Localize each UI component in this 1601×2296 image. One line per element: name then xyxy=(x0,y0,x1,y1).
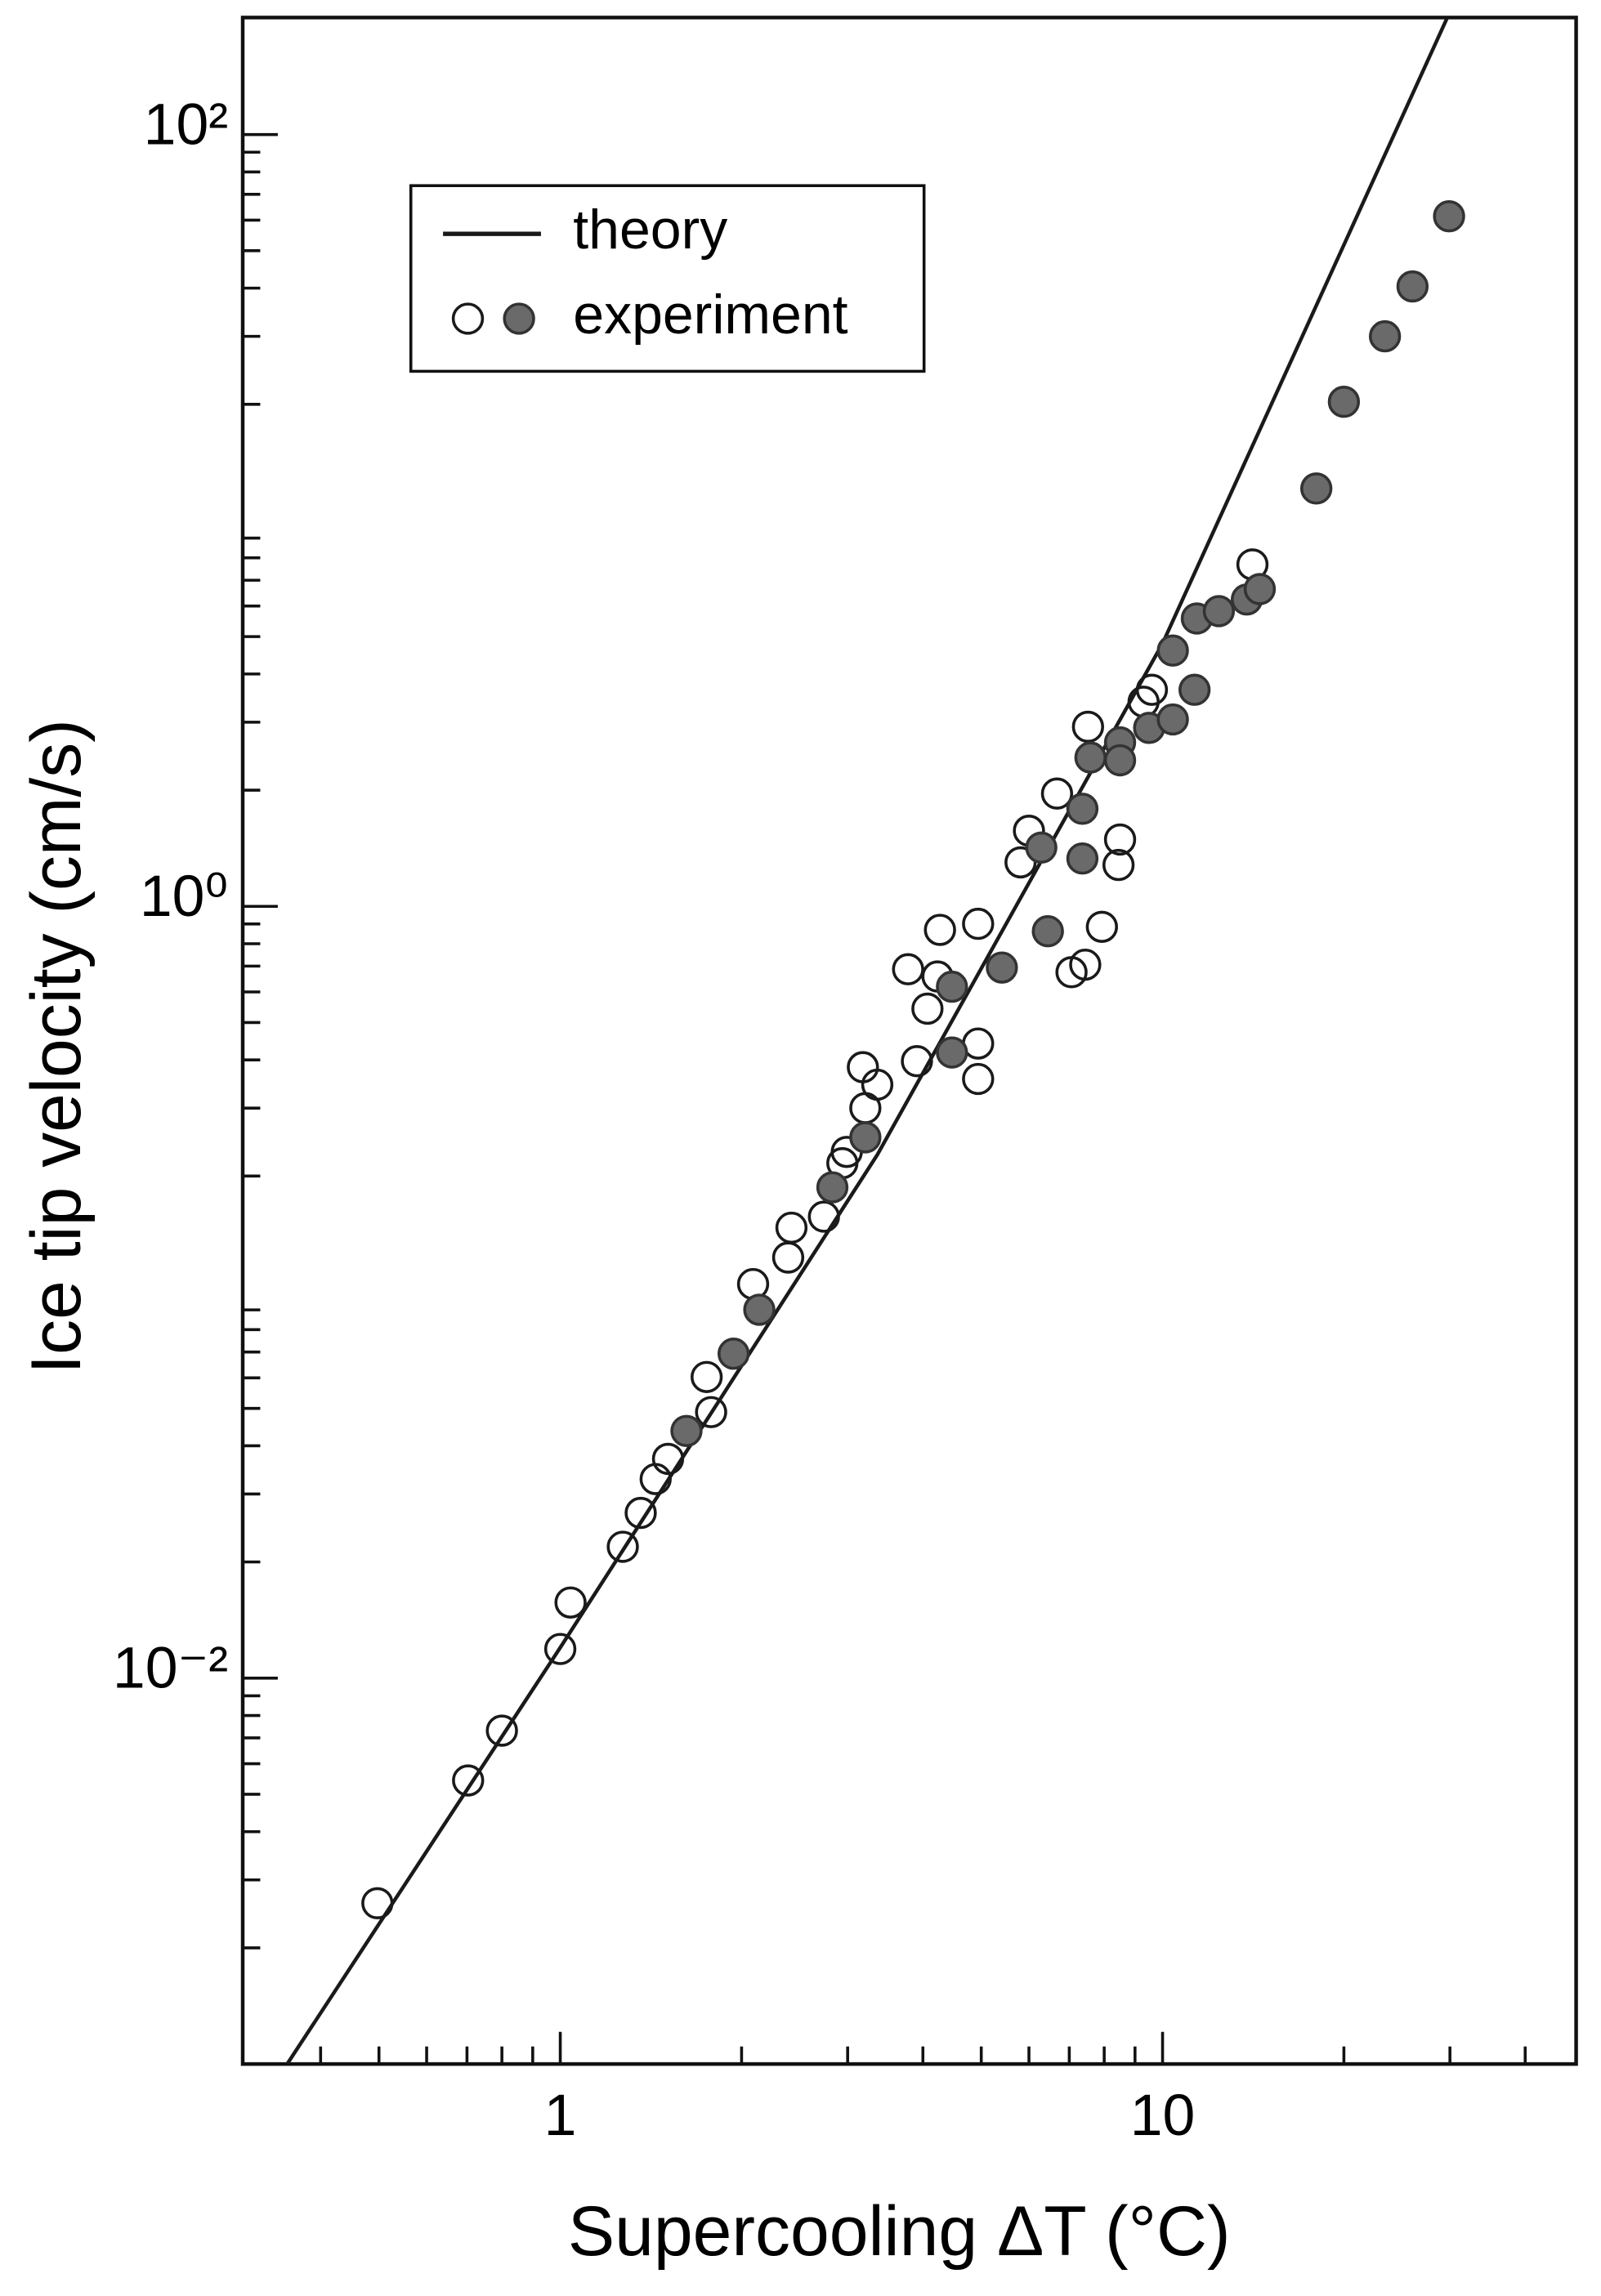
y-tick-label: 10⁻² xyxy=(113,1636,228,1701)
open-point xyxy=(485,1714,518,1747)
open-point xyxy=(651,1442,685,1476)
open-point xyxy=(923,913,956,946)
legend: theory experiment xyxy=(409,184,926,373)
plot-frame xyxy=(240,16,1578,2066)
open-point xyxy=(695,1396,727,1428)
filled-point xyxy=(1202,595,1236,628)
open-point xyxy=(543,1633,577,1665)
filled-point xyxy=(1074,741,1107,774)
legend-marker xyxy=(503,302,535,335)
open-point xyxy=(361,1887,394,1919)
filled-point xyxy=(1368,319,1402,353)
filled-point xyxy=(936,970,968,1003)
filled-point xyxy=(936,1036,968,1069)
open-point xyxy=(452,1764,485,1797)
legend-label: experiment xyxy=(573,284,847,346)
open-point xyxy=(690,1360,723,1393)
open-point xyxy=(911,992,944,1025)
open-point xyxy=(962,907,995,940)
x-axis-label: Supercooling ΔT (°C) xyxy=(568,2192,1231,2271)
open-point xyxy=(1071,710,1104,744)
x-tick-label: 1 xyxy=(544,2083,577,2148)
open-point xyxy=(606,1530,639,1563)
y-tick-label: 10⁰ xyxy=(140,864,228,929)
filled-point xyxy=(1025,831,1058,864)
filled-point xyxy=(986,951,1018,984)
filled-point xyxy=(1178,673,1211,706)
open-point xyxy=(901,1045,933,1078)
open-point xyxy=(807,1200,840,1233)
open-point xyxy=(554,1586,587,1619)
filled-point xyxy=(1103,744,1137,777)
theory-line xyxy=(285,17,1449,2065)
legend-frame xyxy=(409,184,926,373)
filled-point xyxy=(1066,793,1099,825)
open-point xyxy=(847,1051,879,1083)
legend-label: theory xyxy=(573,199,727,261)
open-point xyxy=(1085,910,1118,943)
open-point xyxy=(861,1068,894,1101)
filled-point xyxy=(816,1171,849,1204)
open-point xyxy=(771,1241,805,1274)
filled-point xyxy=(1299,472,1333,505)
x-tick-label: 10 xyxy=(1130,2083,1196,2148)
filled-point xyxy=(1243,573,1277,605)
filled-point xyxy=(1156,634,1189,667)
open-point xyxy=(624,1496,657,1530)
legend-marker xyxy=(451,302,485,335)
filled-point xyxy=(670,1414,703,1447)
filled-point xyxy=(1156,703,1189,736)
filled-point xyxy=(743,1293,776,1326)
open-point xyxy=(892,953,924,985)
filled-point xyxy=(1066,842,1099,875)
open-point xyxy=(1040,777,1074,810)
filled-point xyxy=(849,1121,882,1154)
filled-point xyxy=(717,1338,750,1370)
open-point xyxy=(1102,848,1135,882)
filled-point xyxy=(1031,915,1064,948)
open-point xyxy=(1135,673,1169,706)
open-point xyxy=(1103,823,1137,856)
filled-point xyxy=(1433,200,1465,233)
y-axis-label: Ice tip velocity (cm/s) xyxy=(17,719,96,1374)
open-point xyxy=(1069,948,1102,981)
filled-point xyxy=(1327,386,1361,418)
open-point xyxy=(775,1211,808,1244)
open-point xyxy=(962,1062,995,1096)
filled-point xyxy=(1396,270,1429,303)
y-tick-label: 10² xyxy=(144,92,228,157)
